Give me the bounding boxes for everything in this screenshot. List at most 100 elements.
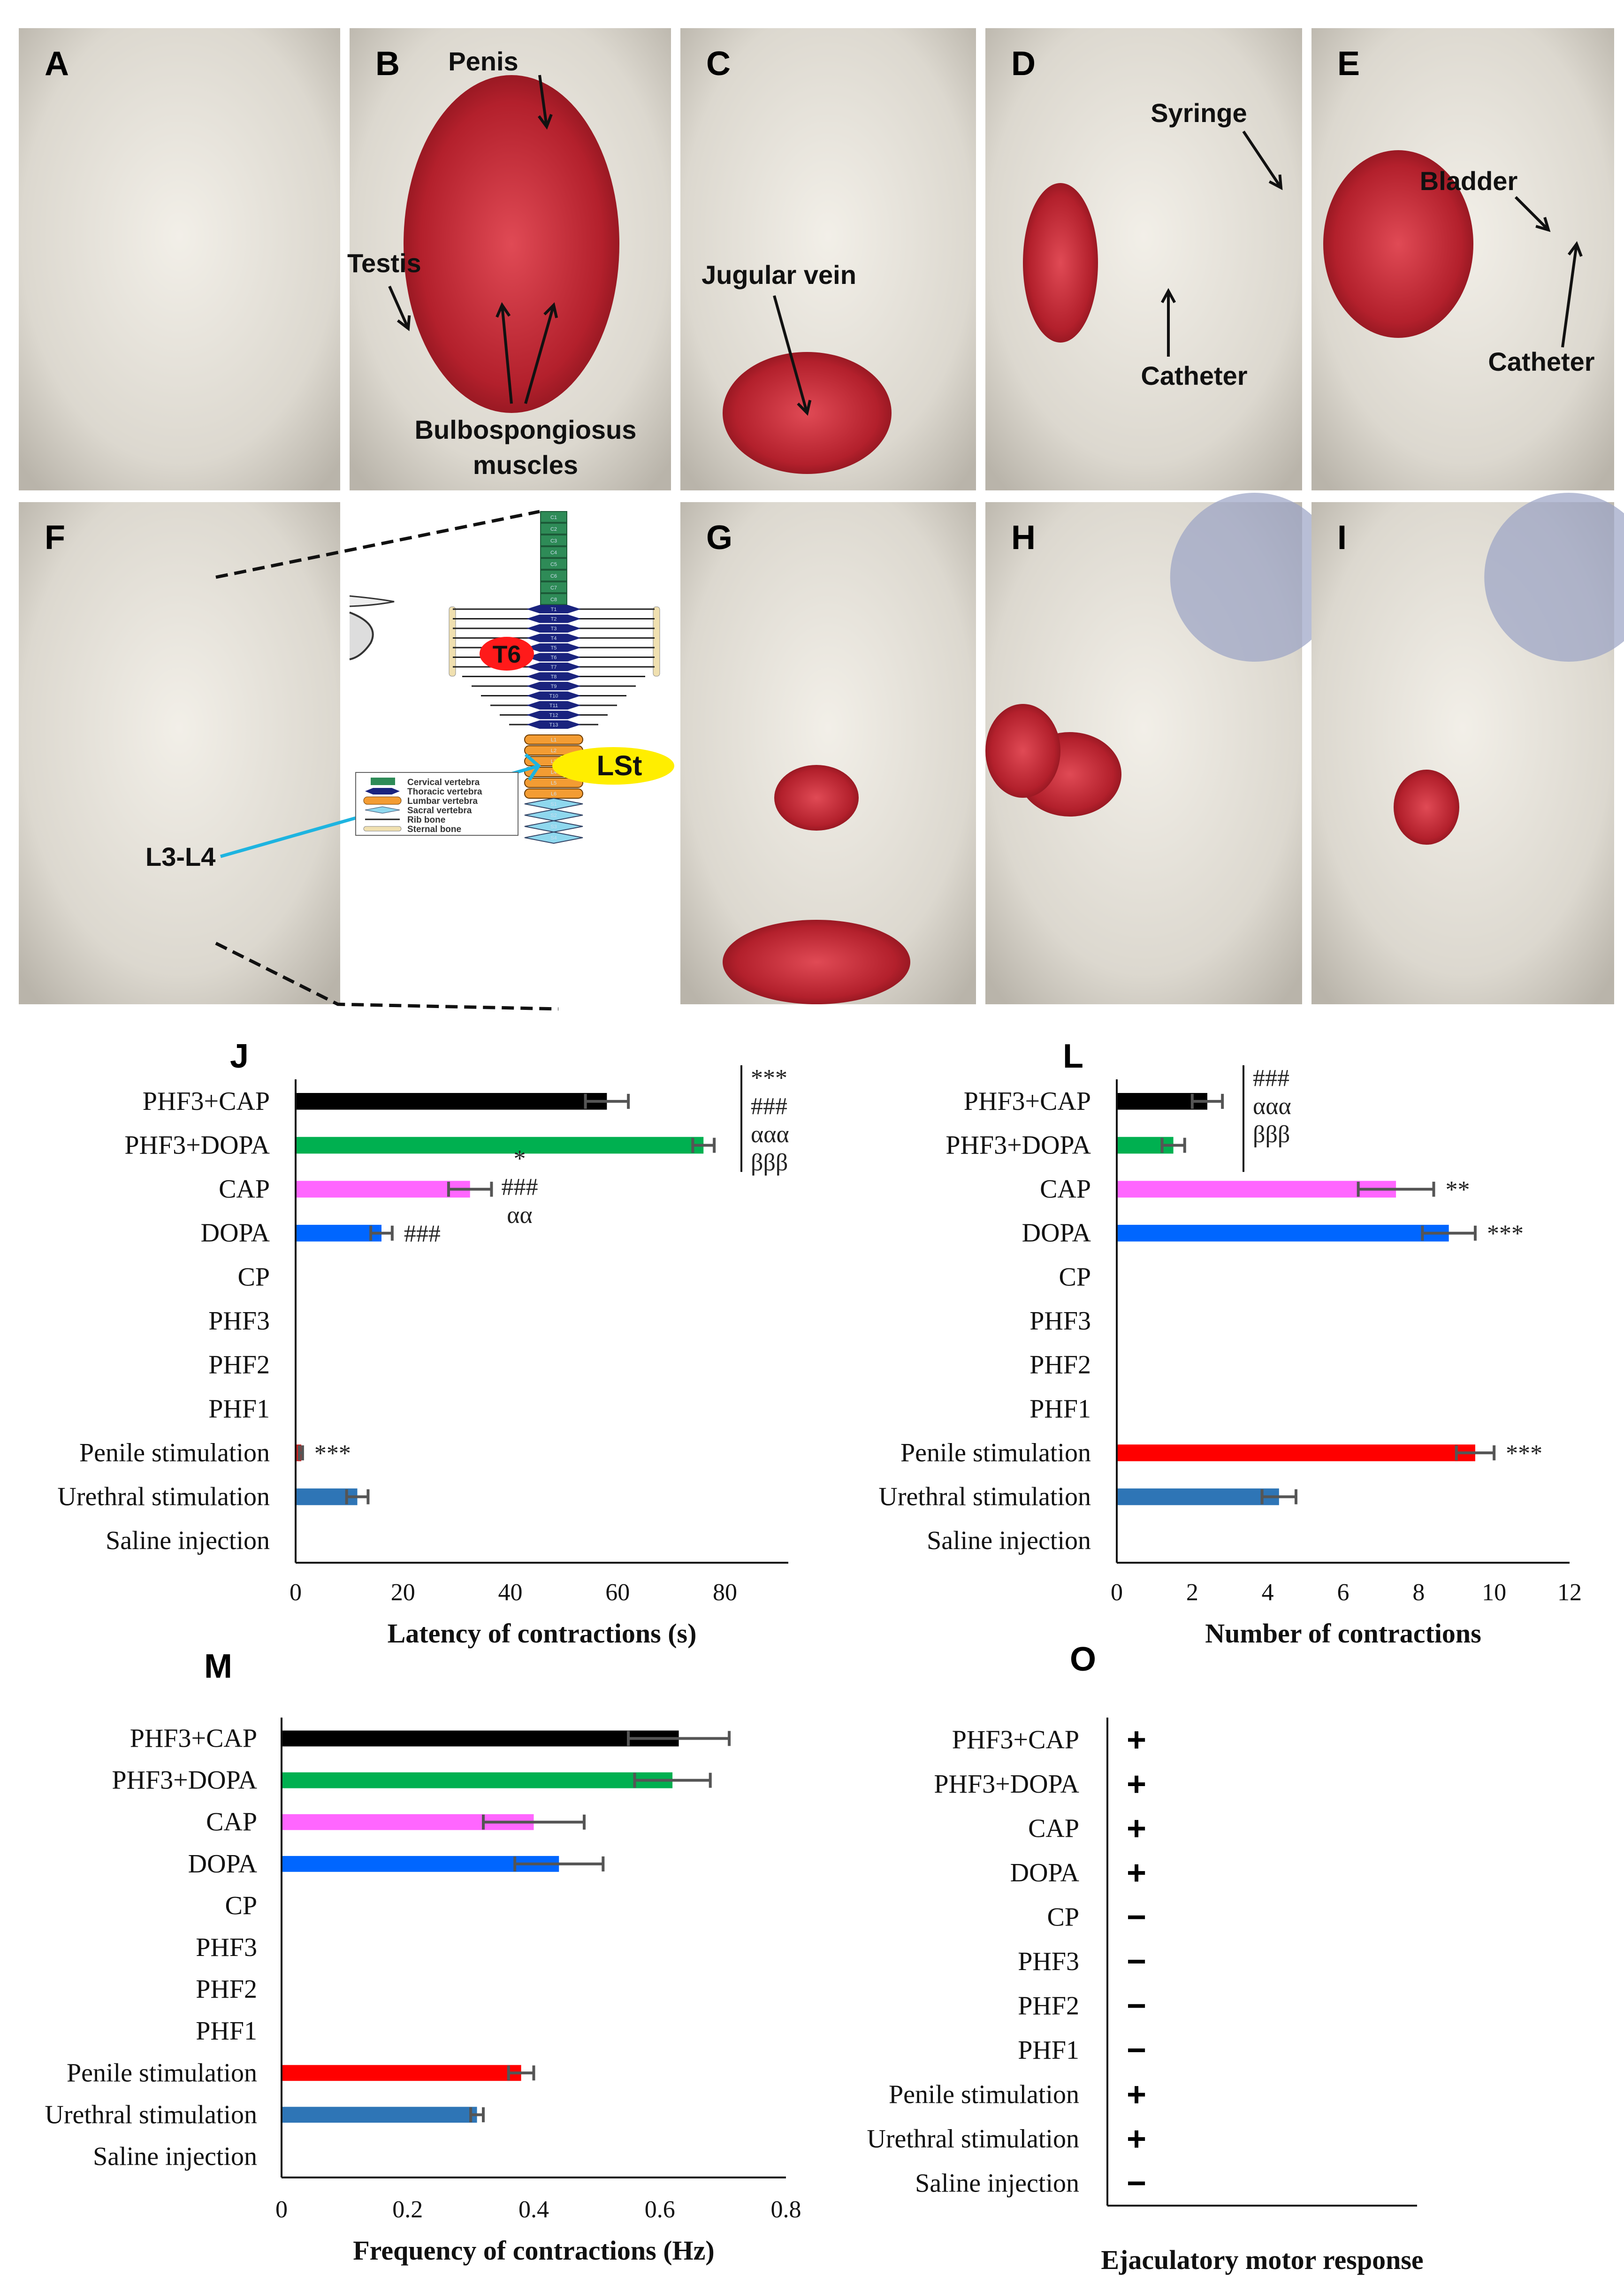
t6-label: T6 bbox=[493, 641, 521, 668]
category-label: DOPA bbox=[201, 1219, 270, 1248]
vertebra-label: L1 bbox=[551, 737, 557, 743]
t6-highlight bbox=[480, 637, 534, 671]
significance-marker: ### bbox=[751, 1093, 787, 1120]
category-label: Urethral stimulation bbox=[878, 1482, 1091, 1512]
surgical-site bbox=[985, 704, 1060, 798]
significance-marker: *** bbox=[1487, 1221, 1524, 1247]
x-tick-label: 2 bbox=[1186, 1579, 1198, 1606]
vertebra-label: T6 bbox=[551, 655, 557, 661]
pointer-arrow bbox=[1561, 244, 1578, 348]
cervical-vertebra bbox=[540, 581, 567, 593]
category-label: PHF3+DOPA bbox=[124, 1131, 270, 1160]
photo-annotation: Jugular vein bbox=[701, 260, 856, 290]
photo-panel-a: A bbox=[19, 28, 340, 490]
vertebra-label: C1 bbox=[550, 515, 557, 520]
arrow-head bbox=[524, 753, 541, 781]
x-axis-label: Latency of contractions (s) bbox=[388, 1618, 697, 1649]
vertebra-label: T2 bbox=[551, 617, 557, 622]
category-label: CP bbox=[225, 1891, 258, 1920]
vertebra-label: C3 bbox=[550, 538, 557, 544]
vertebra-label: T12 bbox=[549, 713, 558, 718]
pointer-arrow bbox=[1514, 196, 1550, 231]
significance-marker: ### bbox=[404, 1221, 441, 1247]
x-axis-label: Frequency of contractions (Hz) bbox=[353, 2235, 714, 2266]
significance-marker: * bbox=[513, 1146, 526, 1172]
chart-o: O PHF3+CAP PHF3+DOPA CAP DOPA CP PHF3 PHF2 PHF1 P… bbox=[867, 1641, 1423, 2275]
x-tick-label: 80 bbox=[713, 1579, 737, 1606]
panel-label: H bbox=[1011, 519, 1036, 557]
x-tick-label: 6 bbox=[1337, 1579, 1350, 1606]
panel-label: F bbox=[45, 519, 65, 557]
category-label: PHF1 bbox=[1029, 1394, 1091, 1423]
lst-highlight bbox=[552, 747, 674, 785]
vertebra-label: T1 bbox=[551, 607, 557, 612]
significance-marker: ** bbox=[1446, 1176, 1470, 1203]
surgical-site bbox=[1023, 183, 1098, 343]
vertebra-label: L5 bbox=[551, 780, 557, 786]
bar bbox=[297, 1137, 704, 1154]
thoracic-vertebra bbox=[526, 672, 581, 681]
bar bbox=[297, 1093, 607, 1110]
vertebra-label: T13 bbox=[549, 722, 558, 728]
vertebra-label: L2 bbox=[551, 748, 557, 754]
x-axis-label: Number of contractions bbox=[1205, 1618, 1481, 1649]
category-label: Saline injection bbox=[93, 2142, 257, 2171]
vertebra-label: T4 bbox=[551, 636, 557, 642]
category-label: Urethral stimulation bbox=[57, 1482, 270, 1512]
legend-lumbar: Lumbar vertebra bbox=[407, 796, 478, 806]
vertebra-label: C8 bbox=[550, 597, 557, 603]
photo-annotation: Catheter bbox=[1141, 361, 1247, 390]
surgical-site bbox=[723, 920, 910, 1004]
lumbar-vertebra bbox=[524, 778, 583, 788]
photo-annotation: Penis bbox=[448, 46, 518, 76]
cervical-vertebra bbox=[540, 546, 567, 558]
significance-marker: βββ bbox=[1253, 1121, 1290, 1148]
arrow-head bbox=[396, 315, 411, 331]
photo-annotation: muscles bbox=[473, 450, 578, 480]
panel-label: A bbox=[45, 45, 69, 83]
x-tick-label: 12 bbox=[1557, 1579, 1582, 1606]
photo-panels: A B Penis Testis Bulbospongiosus muscles C Jugu… bbox=[19, 28, 1624, 1004]
bar bbox=[282, 2065, 521, 2081]
category-label: PHF3+CAP bbox=[952, 1725, 1079, 1754]
bar bbox=[1118, 1181, 1396, 1198]
legend-swatch bbox=[365, 788, 400, 794]
significance-marker: *** bbox=[314, 1440, 351, 1467]
bar bbox=[1118, 1444, 1475, 1461]
category-label: Saline injection bbox=[915, 2169, 1079, 2198]
sacral-vertebra bbox=[524, 831, 583, 844]
panel-label: I bbox=[1337, 519, 1347, 557]
panel-label: G bbox=[706, 519, 732, 557]
vertebra-label: C5 bbox=[550, 562, 557, 567]
legend-sternal: Sternal bone bbox=[407, 825, 461, 834]
photo-panel-i: I bbox=[1311, 493, 1624, 1004]
pointer-arrow bbox=[524, 305, 555, 404]
category-label: PHF2 bbox=[196, 1975, 257, 2004]
panel-label: C bbox=[706, 45, 731, 83]
plus-sign: + bbox=[1127, 1721, 1146, 1758]
legend-swatch bbox=[365, 806, 400, 814]
significance-marker: βββ bbox=[751, 1149, 788, 1176]
x-tick-label: 0.4 bbox=[518, 2196, 549, 2223]
thoracic-vertebra bbox=[526, 653, 581, 662]
x-tick-label: 0 bbox=[275, 2196, 288, 2223]
bar bbox=[282, 1856, 559, 1872]
x-tick-label: 60 bbox=[605, 1579, 630, 1606]
head-outline bbox=[349, 595, 395, 607]
arrow-head bbox=[1567, 241, 1583, 257]
vertebra-label: T10 bbox=[549, 694, 558, 699]
category-label: DOPA bbox=[1022, 1219, 1091, 1248]
panel-label: L bbox=[1063, 1038, 1083, 1075]
category-label: PHF1 bbox=[1018, 2036, 1079, 2065]
photo-annotation: Catheter bbox=[1488, 347, 1594, 376]
category-label: Penile stimulation bbox=[900, 1438, 1091, 1467]
vertebra-label: S4 bbox=[550, 835, 557, 841]
photo-panel-h: H bbox=[985, 493, 1339, 1004]
bar bbox=[1118, 1224, 1449, 1242]
legend-swatch bbox=[363, 826, 402, 832]
gloved-hand bbox=[1484, 493, 1624, 662]
x-tick-label: 10 bbox=[1482, 1579, 1506, 1606]
x-tick-label: 8 bbox=[1412, 1579, 1425, 1606]
lst-label: LSt bbox=[597, 750, 642, 781]
panel-label: O bbox=[1070, 1641, 1096, 1678]
